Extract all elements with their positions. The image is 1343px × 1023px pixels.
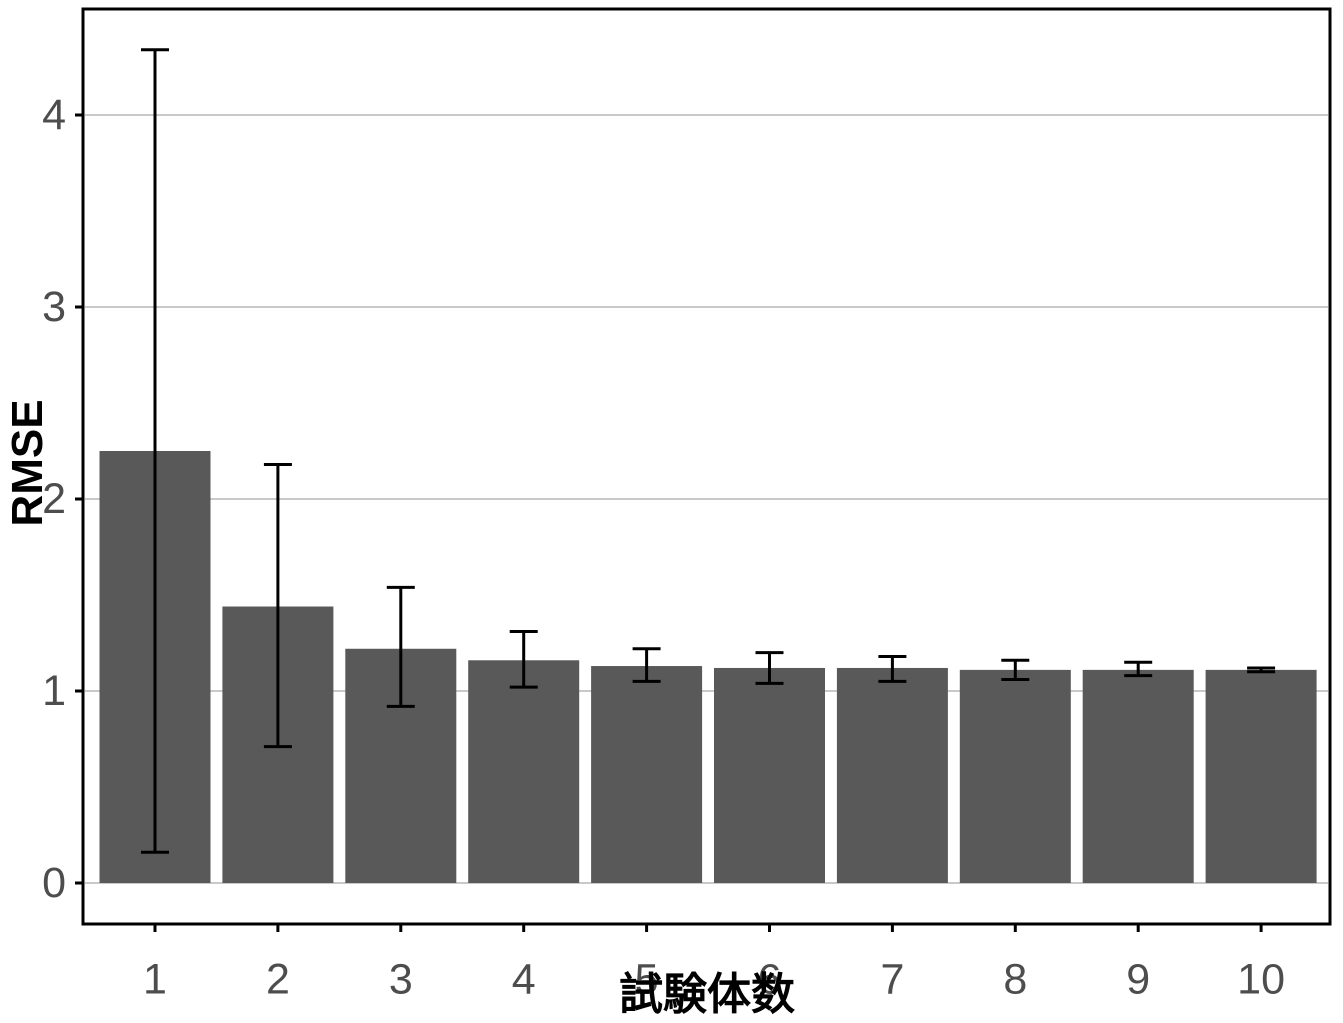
bar-10 [1205, 669, 1317, 883]
x-axis-title: 試験体数 [619, 970, 795, 1019]
y-tick-label: 1 [42, 667, 66, 715]
x-tick-label: 9 [1126, 955, 1150, 1003]
x-tick-label: 3 [389, 955, 413, 1003]
x-tick-label: 10 [1237, 955, 1285, 1003]
error-bar-9 [1124, 660, 1153, 678]
bar-8 [959, 669, 1071, 883]
error-bar-10 [1247, 666, 1276, 674]
error-bar-5 [632, 647, 661, 683]
x-tick-label: 4 [512, 955, 536, 1003]
x-tick-label: 1 [143, 955, 167, 1003]
bars [99, 451, 1317, 883]
x-tick-label: 5 [635, 955, 659, 1003]
x-tick-label: 6 [758, 955, 782, 1003]
error-bar-7 [878, 654, 907, 683]
error-bar-8 [1001, 658, 1030, 681]
y-axis-title: RMSE [3, 399, 52, 527]
bar-9 [1082, 669, 1194, 883]
bar-6 [714, 667, 825, 883]
x-tick-label: 7 [880, 955, 904, 1003]
error-bars [141, 48, 1276, 854]
error-bar-1 [141, 48, 169, 854]
error-bar-4 [509, 629, 538, 689]
x-tick-label: 8 [1003, 955, 1027, 1003]
y-tick-label: 2 [42, 475, 66, 523]
x-axis: 1 2 3 4 5 6 7 8 9 10 [143, 924, 1285, 1003]
y-axis: 0 1 2 3 4 [42, 91, 83, 907]
error-bar-2 [263, 462, 292, 749]
panel-border [81, 7, 1332, 926]
error-bar-3 [386, 585, 415, 708]
y-tick-label: 0 [42, 859, 66, 907]
y-tick-label: 3 [42, 283, 66, 331]
error-bar-6 [755, 651, 784, 685]
bar-4 [468, 660, 580, 883]
bar-5 [591, 666, 703, 883]
y-tick-label: 4 [42, 91, 66, 139]
bar-7 [836, 667, 948, 883]
x-tick-label: 2 [266, 955, 290, 1003]
